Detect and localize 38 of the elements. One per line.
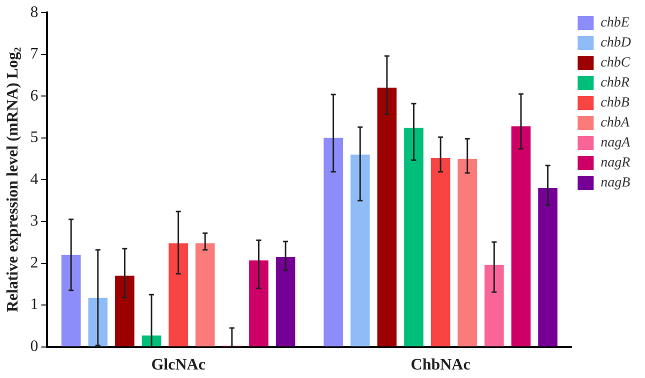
bar bbox=[142, 336, 162, 346]
y-tick-label: 7 bbox=[30, 46, 38, 63]
legend-label: nagR bbox=[600, 156, 631, 171]
x-tick-label: GlcNAc bbox=[151, 356, 206, 374]
bar bbox=[511, 126, 531, 346]
bar bbox=[404, 128, 424, 346]
bar bbox=[430, 158, 450, 346]
bar bbox=[458, 158, 478, 346]
bar bbox=[88, 298, 108, 346]
y-tick-label: 3 bbox=[30, 212, 38, 230]
legend-label: chbE bbox=[600, 16, 630, 31]
legend-label: chbA bbox=[600, 116, 630, 131]
bar bbox=[115, 276, 134, 346]
y-tick-label: 0 bbox=[30, 338, 38, 356]
bar bbox=[61, 254, 81, 346]
legend-label: nagA bbox=[600, 136, 631, 151]
bar bbox=[249, 260, 268, 346]
bar bbox=[276, 256, 296, 346]
y-tick-label: 5 bbox=[30, 129, 38, 146]
y-axis-title: Relative expression level (mRNA) Log₂ bbox=[4, 47, 22, 312]
bar bbox=[350, 154, 370, 346]
x-tick-label: ChbNAc bbox=[410, 356, 470, 374]
bar bbox=[195, 243, 215, 346]
legend-label: chbB bbox=[600, 96, 630, 111]
legend-label: chbR bbox=[600, 76, 630, 91]
y-tick-label: 8 bbox=[30, 4, 38, 21]
y-tick-label: 2 bbox=[30, 254, 38, 272]
legend-label: nagB bbox=[600, 176, 631, 191]
legend-label: chbD bbox=[600, 36, 632, 51]
bar bbox=[377, 88, 397, 346]
y-tick-label: 1 bbox=[30, 296, 38, 314]
bar bbox=[538, 188, 558, 346]
bar bbox=[324, 138, 343, 346]
bar bbox=[168, 243, 188, 346]
bar bbox=[484, 264, 504, 346]
legend-label: chbC bbox=[600, 56, 631, 71]
y-tick-label: 6 bbox=[30, 87, 38, 104]
y-tick-label: 4 bbox=[30, 170, 38, 188]
